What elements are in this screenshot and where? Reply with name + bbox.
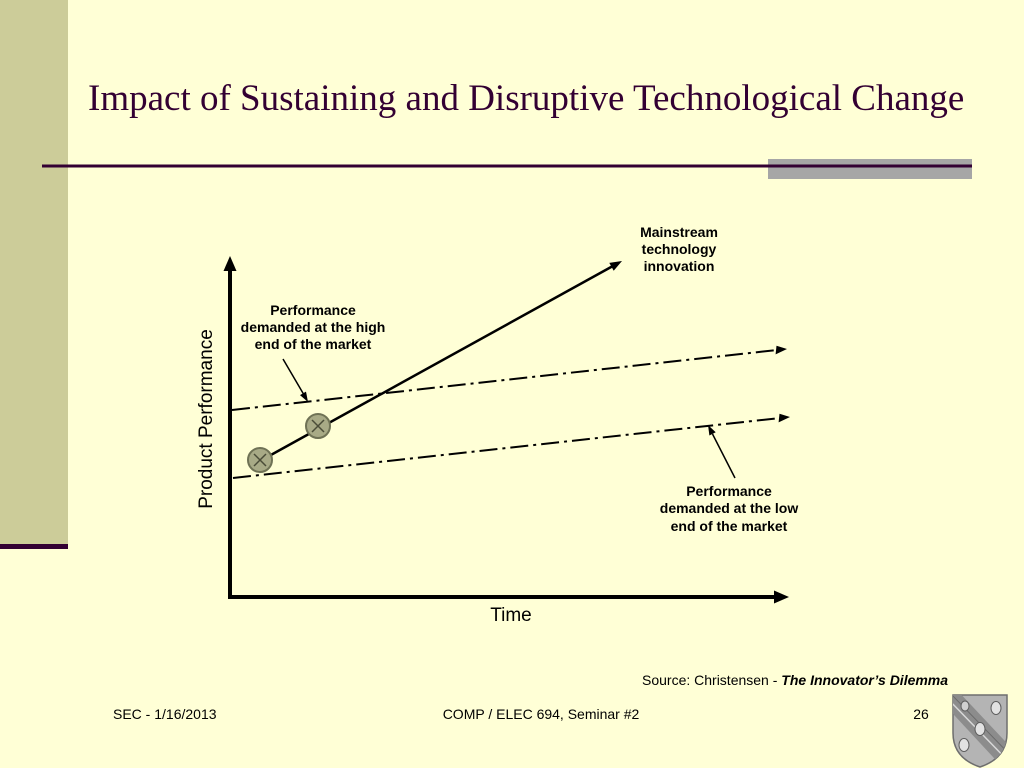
footer-date: SEC - 1/16/2013 bbox=[113, 706, 217, 722]
high-end-label-line: end of the market bbox=[255, 336, 372, 352]
low-end-label-line: Performance bbox=[686, 483, 772, 499]
source-book-title: The Innovator’s Dilemma bbox=[781, 672, 948, 688]
mainstream-label-line: Mainstream bbox=[640, 224, 718, 240]
sidebar-band bbox=[0, 0, 68, 546]
low-end-label-line: demanded at the low bbox=[660, 500, 799, 516]
rice-shield-logo bbox=[952, 694, 1008, 768]
low-end-trajectory-line bbox=[232, 413, 790, 479]
low-end-label-line: end of the market bbox=[671, 518, 788, 534]
sidebar-bottom-rule bbox=[0, 544, 68, 549]
title-rule-gray-block bbox=[768, 159, 972, 179]
mainstream-label-line: technology bbox=[642, 241, 717, 257]
mainstream-label: Mainstream technology innovation bbox=[640, 224, 718, 274]
high-end-label-arrow bbox=[282, 358, 308, 402]
high-end-trajectory-line bbox=[231, 345, 787, 411]
x-axis bbox=[228, 590, 789, 604]
source-prefix: Source: Christensen - bbox=[642, 672, 781, 688]
source-citation: Source: Christensen - The Innovator’s Di… bbox=[642, 672, 948, 688]
slide-title: Impact of Sustaining and Disruptive Tech… bbox=[88, 78, 964, 119]
crossing-marker-low bbox=[247, 447, 273, 473]
y-axis-arrowhead bbox=[223, 256, 237, 271]
high-end-label-line: demanded at the high bbox=[241, 319, 386, 335]
x-axis-arrowhead bbox=[774, 590, 789, 604]
slide-number: 26 bbox=[913, 706, 929, 722]
high-end-label: Performance demanded at the high end of … bbox=[241, 302, 386, 352]
mainstream-label-line: innovation bbox=[644, 258, 715, 274]
low-end-label-arrow bbox=[708, 425, 736, 479]
footer-course: COMP / ELEC 694, Seminar #2 bbox=[443, 706, 640, 722]
low-end-label: Performance demanded at the low end of t… bbox=[660, 483, 799, 534]
y-axis bbox=[223, 256, 237, 599]
crossing-marker-high bbox=[305, 413, 331, 439]
high-end-label-line: Performance bbox=[270, 302, 356, 318]
x-axis-label: Time bbox=[490, 605, 532, 626]
y-axis-label: Product Performance bbox=[196, 329, 217, 509]
